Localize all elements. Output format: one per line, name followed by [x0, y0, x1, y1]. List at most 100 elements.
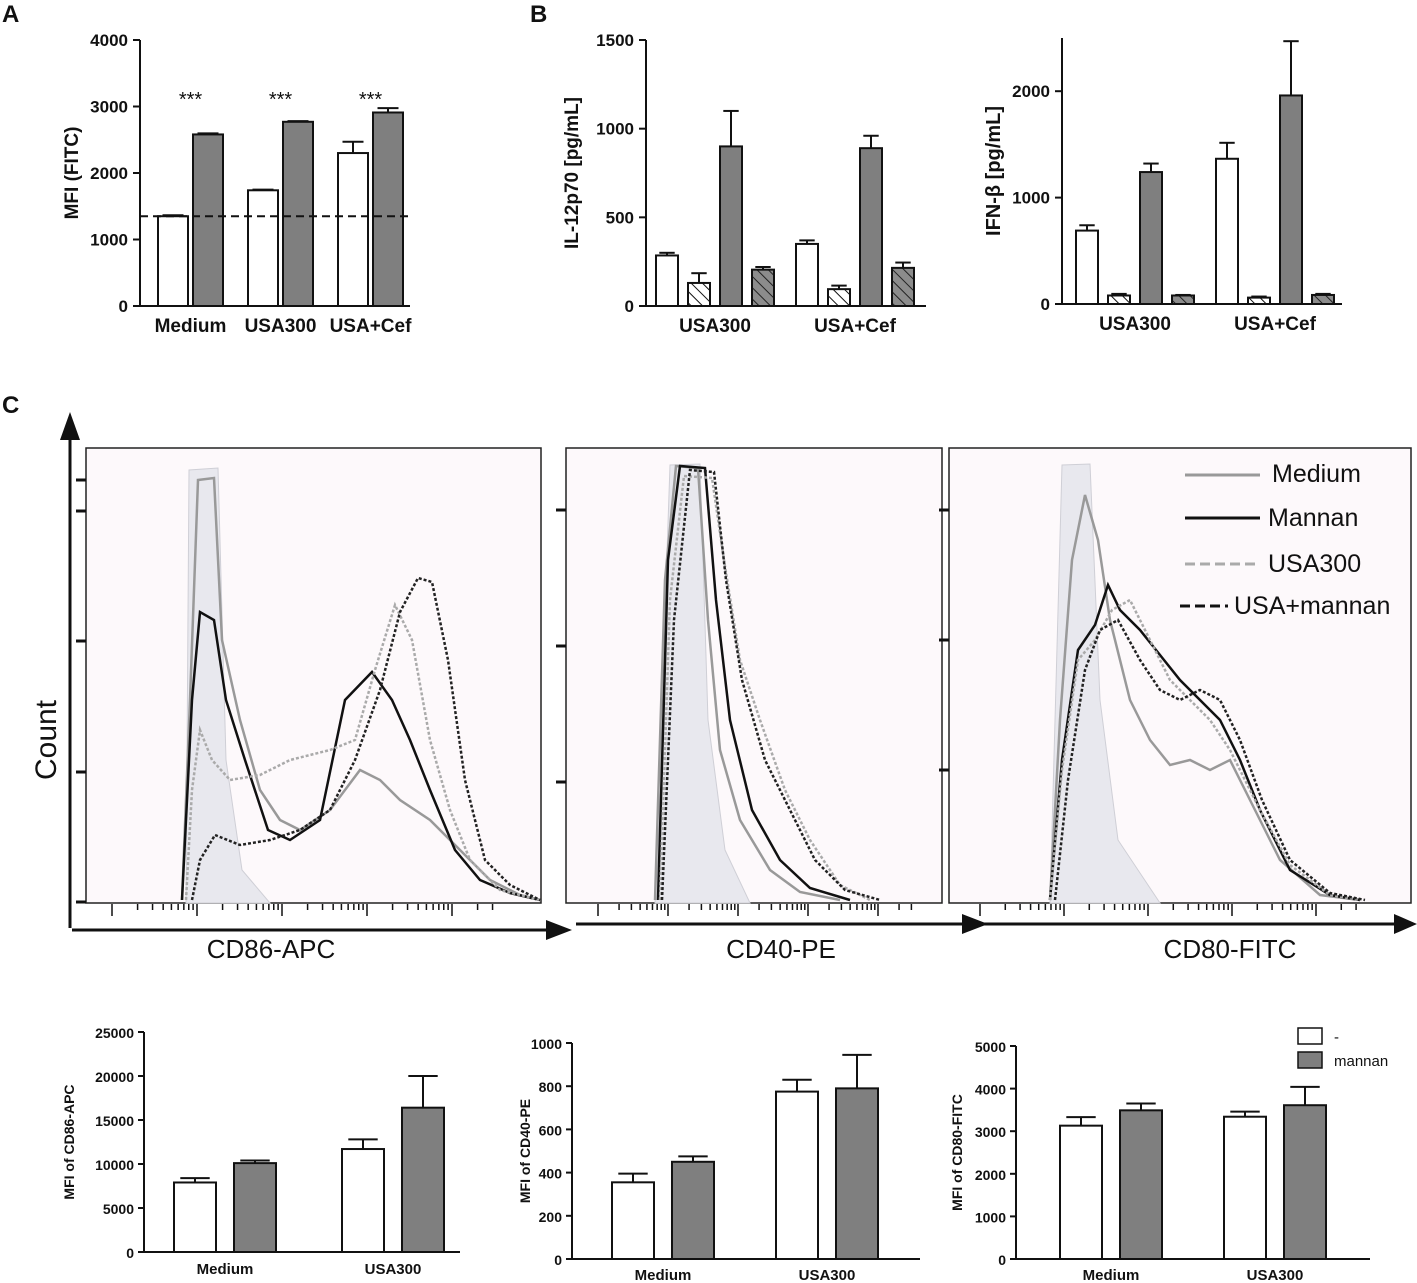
legend-usa-mannan: USA+mannan — [1234, 592, 1390, 620]
category-label: USA300 — [799, 1267, 856, 1283]
x-arrow-cd80 — [1394, 914, 1417, 934]
curve-cd40-usa-mannan — [660, 468, 881, 902]
bar — [173, 1181, 217, 1253]
curve-cd40-mannan — [656, 464, 851, 902]
bar — [827, 288, 851, 307]
bar — [655, 254, 679, 308]
y-tick-label: 0 — [1041, 295, 1050, 314]
category-label: USA+Cef — [1234, 314, 1316, 335]
y-tick-label: 3000 — [975, 1124, 1006, 1140]
curve-cd86-mannan — [180, 609, 541, 902]
hist-frame-cd40 — [565, 447, 943, 904]
significance-label: *** — [269, 89, 293, 111]
y-axis-label: IFN-β [pg/mL] — [983, 106, 1005, 236]
bar — [337, 152, 369, 307]
chart-mfi-cd86: 0 5000 10000 15000 20000 25000 MFI of CD86-APC… — [61, 1025, 460, 1278]
bar — [1075, 229, 1099, 305]
category-label: Medium — [197, 1261, 254, 1278]
y-tick-label: 600 — [539, 1122, 563, 1138]
bar — [1215, 157, 1239, 305]
y-tick-label: 1000 — [90, 231, 128, 250]
histogram-legend: Medium Mannan USA300 USA+mannan — [1180, 460, 1390, 620]
count-label: Count — [30, 699, 63, 780]
legend-mannan: Mannan — [1268, 504, 1358, 532]
category-label: USA300 — [679, 316, 751, 337]
isotype-cd80 — [1049, 463, 1161, 904]
bar — [671, 1160, 715, 1261]
category-label: USA+Cef — [814, 316, 896, 337]
isotype-cd86 — [185, 467, 272, 904]
bar — [835, 1087, 879, 1260]
y-tick-label: 25000 — [95, 1025, 134, 1041]
category-label: USA300 — [1099, 314, 1171, 335]
y-tick-label: 2000 — [90, 164, 128, 183]
y-tick-label: 1000 — [975, 1209, 1006, 1225]
category-label: USA300 — [365, 1261, 422, 1278]
bar — [751, 268, 775, 307]
panel-letter-a: A — [2, 1, 19, 28]
category-label: USA300 — [1247, 1267, 1304, 1283]
category-label: Medium — [635, 1267, 692, 1283]
bar — [687, 281, 711, 307]
y-tick-label: 0 — [119, 297, 128, 316]
y-tick-label: 400 — [539, 1166, 563, 1182]
y-tick-label: 200 — [539, 1209, 563, 1225]
significance-label: *** — [359, 89, 383, 111]
y-tick-label: 0 — [554, 1252, 562, 1268]
bar — [795, 242, 819, 307]
y-tick-label: 10000 — [95, 1157, 134, 1173]
y-tick-label: 5000 — [103, 1201, 134, 1217]
curve-cd86-usa-mannan — [190, 576, 541, 902]
y-tick-label: 0 — [625, 297, 634, 316]
bar — [1107, 294, 1131, 306]
y-tick-label: 0 — [998, 1252, 1006, 1268]
y-tick-label: 5000 — [975, 1039, 1006, 1055]
y-axis-label: MFI of CD80-FITC — [949, 1094, 965, 1211]
panel-letter-b: B — [530, 1, 547, 28]
bar — [282, 120, 314, 307]
count-arrow-head — [60, 412, 80, 440]
y-tick-label: 1000 — [1012, 189, 1050, 208]
bar — [1119, 1109, 1163, 1261]
chart-ifn-beta: 0 1000 2000 IFN-β [pg/mL] USA300 USA+Cef — [983, 38, 1342, 335]
bar — [372, 111, 404, 307]
hist-frame-cd80 — [948, 447, 1412, 904]
curve-cd80-medium — [1048, 494, 1361, 902]
y-tick-label: 2000 — [975, 1167, 1006, 1183]
y-tick-label: 1500 — [596, 31, 634, 50]
histogram-panel: Count — [30, 412, 1417, 964]
hist-yticks — [76, 478, 949, 904]
panel-letter-c: C — [2, 392, 19, 419]
curve-cd86-usa300 — [184, 601, 541, 902]
xlabel-cd80: CD80-FITC — [1164, 934, 1297, 964]
y-tick-label: 1000 — [596, 120, 634, 139]
y-axis-label: MFI of CD40-PE — [517, 1099, 533, 1203]
bar — [1139, 171, 1163, 305]
bar — [859, 147, 883, 307]
y-tick-label: 500 — [606, 208, 634, 227]
bar — [1059, 1124, 1103, 1260]
bar — [157, 215, 189, 308]
category-label: USA+Cef — [330, 316, 412, 337]
y-tick-label: 0 — [126, 1245, 134, 1261]
hist-frame-cd86 — [85, 447, 542, 904]
bar — [341, 1148, 385, 1254]
legend-swatch-none — [1297, 1027, 1323, 1045]
legend-medium: Medium — [1272, 460, 1361, 488]
chart-mfi-fitc: 0 1000 2000 3000 4000 MFI (FITC) Medium *** USA3… — [62, 31, 412, 337]
y-axis-label: MFI of CD86-APC — [61, 1084, 77, 1199]
chart-il12p70: 0 500 1000 1500 IL-12p70 [pg/mL] USA300 USA+Ce… — [562, 31, 926, 337]
y-tick-label: 2000 — [1012, 82, 1050, 101]
category-label: Medium — [1083, 1267, 1140, 1283]
xlabel-cd86: CD86-APC — [207, 934, 336, 964]
bar — [719, 145, 743, 307]
bar — [1223, 1115, 1267, 1260]
chart-mfi-cd40: 0 200 400 600 800 1000 MFI of CD40-PE Medium USA… — [517, 1036, 920, 1283]
xlabel-cd40: CD40-PE — [726, 934, 836, 964]
category-label: USA300 — [245, 316, 317, 337]
bar — [1279, 94, 1303, 306]
curve-cd80-usa300 — [1048, 598, 1361, 902]
bar — [192, 133, 224, 307]
y-tick-label: 3000 — [90, 98, 128, 117]
y-tick-label: 1000 — [531, 1036, 562, 1052]
